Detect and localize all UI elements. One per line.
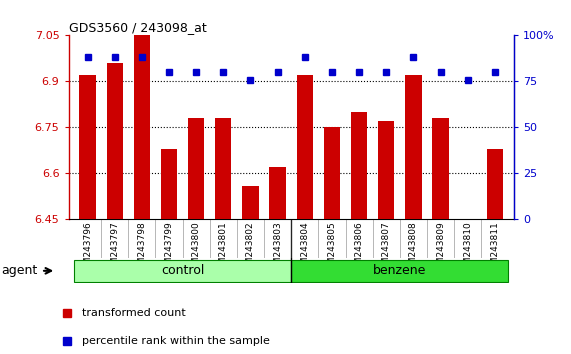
Text: GDS3560 / 243098_at: GDS3560 / 243098_at bbox=[69, 21, 206, 34]
Text: transformed count: transformed count bbox=[82, 308, 186, 318]
Bar bbox=[378, 121, 395, 219]
Bar bbox=[215, 118, 231, 219]
Bar bbox=[134, 35, 150, 219]
Bar bbox=[291, 260, 508, 282]
Bar bbox=[188, 118, 204, 219]
Text: GSM243796: GSM243796 bbox=[83, 222, 92, 276]
Text: GSM243808: GSM243808 bbox=[409, 222, 418, 276]
Text: GSM243809: GSM243809 bbox=[436, 222, 445, 276]
Bar bbox=[432, 118, 449, 219]
Text: GSM243799: GSM243799 bbox=[164, 222, 174, 276]
Text: GSM243806: GSM243806 bbox=[355, 222, 364, 276]
Text: control: control bbox=[161, 264, 204, 277]
Text: benzene: benzene bbox=[373, 264, 427, 277]
Text: agent: agent bbox=[1, 264, 37, 277]
Bar bbox=[107, 63, 123, 219]
Text: GSM243804: GSM243804 bbox=[300, 222, 309, 276]
Text: GSM243811: GSM243811 bbox=[490, 222, 500, 276]
Text: GSM243802: GSM243802 bbox=[246, 222, 255, 276]
Text: GSM243801: GSM243801 bbox=[219, 222, 228, 276]
Bar bbox=[351, 112, 367, 219]
Bar bbox=[74, 260, 291, 282]
Text: GSM243797: GSM243797 bbox=[110, 222, 119, 276]
Text: GSM243800: GSM243800 bbox=[192, 222, 200, 276]
Bar bbox=[297, 75, 313, 219]
Bar bbox=[242, 186, 259, 219]
Text: GSM243810: GSM243810 bbox=[463, 222, 472, 276]
Text: GSM243805: GSM243805 bbox=[327, 222, 336, 276]
Bar bbox=[270, 167, 286, 219]
Bar bbox=[324, 127, 340, 219]
Bar bbox=[79, 75, 96, 219]
Text: GSM243798: GSM243798 bbox=[138, 222, 146, 276]
Text: GSM243807: GSM243807 bbox=[382, 222, 391, 276]
Text: percentile rank within the sample: percentile rank within the sample bbox=[82, 336, 270, 346]
Bar bbox=[486, 149, 503, 219]
Text: GSM243803: GSM243803 bbox=[273, 222, 282, 276]
Bar bbox=[161, 149, 177, 219]
Bar bbox=[405, 75, 421, 219]
